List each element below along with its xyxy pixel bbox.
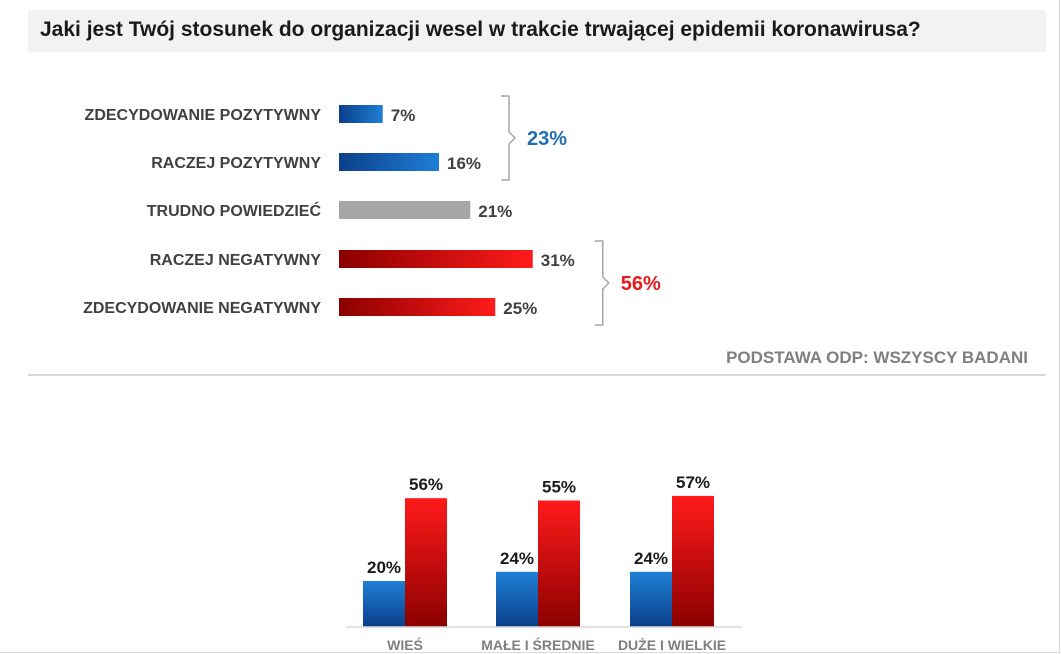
- value-label: 20%: [367, 558, 401, 577]
- bar-neutral: [339, 201, 471, 219]
- group-total-positive: 23%: [527, 128, 567, 150]
- value-label: 25%: [503, 299, 537, 318]
- bar-negative: [405, 498, 447, 627]
- value-label: 16%: [447, 154, 481, 173]
- source-note: PODSTAWA ODP: WSZYSCY BADANI: [726, 348, 1028, 367]
- category-label: ZDECYDOWANIE NEGATYWNY: [83, 300, 321, 317]
- category-label: TRUDNO POWIEDZIEĆ: [147, 201, 322, 220]
- section-divider: [28, 374, 1046, 376]
- value-label: 7%: [391, 106, 416, 125]
- bar-negative: [339, 298, 496, 316]
- horizontal-bar-chart: ZDECYDOWANIE POZYTYWNY 7% RACZEJ POZYTYWNY…: [83, 95, 661, 326]
- value-label: 31%: [541, 251, 575, 270]
- bracket-positive: [501, 95, 517, 181]
- bar-positive: [339, 153, 439, 171]
- bar-negative: [339, 250, 533, 268]
- bar-positive: [630, 571, 672, 627]
- category-label: RACZEJ NEGATYWNY: [150, 252, 322, 269]
- x-tick-label: WIEŚ: [387, 636, 423, 653]
- bar-positive: [496, 571, 538, 627]
- bar-negative: [672, 495, 714, 627]
- x-tick-label: MAŁE I ŚREDNIE: [481, 636, 595, 653]
- bracket-negative: [594, 240, 610, 326]
- group-total-negative: 56%: [621, 273, 661, 295]
- value-label: 57%: [676, 473, 710, 492]
- vertical-bar-chart: 20% 56% WIEŚ 24% 55% MAŁE I ŚREDNIE 24% 57% DUŻE…: [346, 473, 742, 653]
- value-label: 55%: [542, 478, 576, 497]
- category-label: ZDECYDOWANIE POZYTYWNY: [85, 107, 322, 124]
- bar-negative: [538, 500, 580, 627]
- value-label: 24%: [500, 549, 534, 568]
- bar-positive: [363, 581, 405, 627]
- x-tick-label: DUŻE I WIELKIE: [618, 637, 726, 653]
- value-label: 56%: [409, 475, 443, 494]
- title-bar: Jaki jest Twój stosunek do organizacji w…: [28, 10, 1046, 52]
- bar-positive: [339, 105, 383, 123]
- value-label: 21%: [478, 202, 512, 221]
- value-label: 24%: [634, 549, 668, 568]
- page-title: Jaki jest Twój stosunek do organizacji w…: [40, 18, 921, 41]
- category-label: RACZEJ POZYTYWNY: [151, 155, 321, 172]
